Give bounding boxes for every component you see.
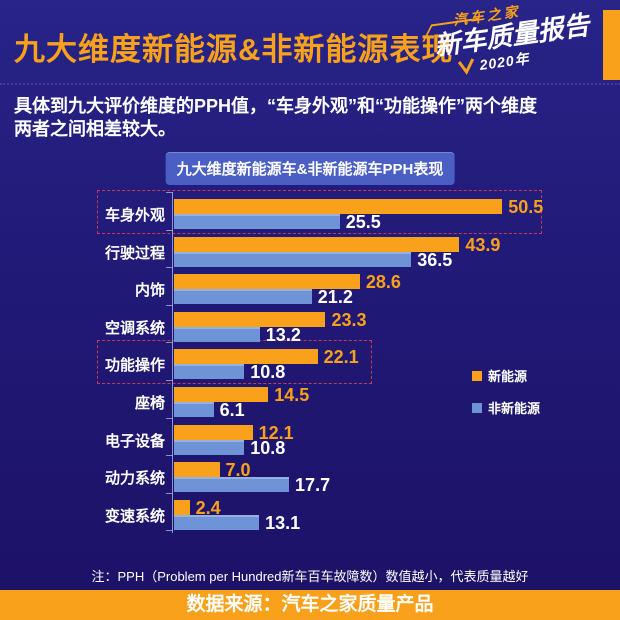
legend-label: 非新能源 [488, 401, 541, 416]
intro-text: 具体到九大评价维度的PPH值，“车身外观”和“功能操作”两个维度 两者之间相差较大… [14, 95, 610, 141]
bar-新能源: 23.3 [174, 310, 366, 330]
page-title: 九大维度新能源&非新能源表现 [14, 32, 454, 67]
bar-value: 28.6 [365, 272, 401, 293]
bar-value: 25.5 [345, 212, 381, 232]
chart-note: 注：PPH（Problem per Hundred新车百车故障数）数值越小，代表… [91, 569, 529, 584]
chart-row-9: 变速系统 2.4 13.1 [0, 495, 620, 533]
bar-value: 6.1 [219, 400, 245, 420]
chart-row-5: 功能操作 22.1 10.8 [0, 344, 620, 382]
category-label: 行驶过程 [104, 244, 165, 262]
intro-line1: 具体到九大评价维度的PPH值，“车身外观”和“功能操作”两个维度 [14, 96, 538, 116]
category-label: 动力系统 [104, 470, 165, 488]
bar-新能源: 7.0 [174, 460, 251, 480]
bar-value: 36.5 [417, 249, 453, 270]
bar-value: 2.4 [195, 497, 221, 518]
bar-新能源: 22.1 [174, 347, 359, 367]
bar-非新能源: 10.8 [174, 438, 285, 458]
chart-row-3: 内饰 28.6 21.2 [0, 269, 620, 307]
bar-非新能源: 13.2 [174, 325, 301, 345]
chart-row-8: 动力系统 7.0 17.7 [0, 457, 620, 495]
bar-value: 43.9 [465, 234, 501, 255]
bar-非新能源: 6.1 [174, 400, 245, 420]
bar-非新能源: 21.2 [174, 287, 353, 307]
logo-year-text: 2020年 [478, 50, 531, 74]
chart-row-7: 电子设备 12.1 10.8 [0, 420, 620, 458]
bar-新能源: 12.1 [174, 423, 294, 443]
intro-line2: 两者之间相差较大。 [14, 119, 176, 139]
bar-value: 12.1 [258, 422, 294, 443]
footer-source: 数据来源：汽车之家质量产品 [0, 590, 620, 620]
bar-value: 50.5 [508, 197, 544, 217]
check-icon [457, 58, 475, 75]
category-label: 内饰 [134, 282, 165, 300]
bar-新能源: 43.9 [174, 235, 500, 255]
chart-row-4: 空调系统 23.3 13.2 [0, 307, 620, 345]
legend-swatch [472, 402, 482, 413]
axis-tick [166, 229, 173, 231]
bar-value: 23.3 [331, 309, 367, 330]
bar-新能源: 50.5 [174, 197, 543, 217]
chart-row-1: 车身外观 50.5 25.5 [0, 194, 620, 232]
bar-value: 21.2 [317, 287, 353, 308]
bar-新能源: 14.5 [174, 385, 309, 405]
axis-tick [166, 304, 173, 306]
bar-非新能源: 25.5 [174, 212, 381, 232]
bar-value: 14.5 [274, 385, 310, 405]
legend-label: 新能源 [488, 369, 528, 384]
axis-tick [166, 492, 173, 494]
axis-tick [166, 380, 173, 381]
category-label: 电子设备 [104, 432, 165, 450]
axis-tick [166, 530, 173, 532]
y-axis-line [172, 192, 173, 533]
bar-新能源: 28.6 [174, 272, 401, 292]
category-label: 车身外观 [104, 207, 165, 224]
autohome-logo: 汽车之家 新车质量报告 2020年 [422, 0, 612, 79]
bar-非新能源: 10.8 [174, 362, 285, 382]
axis-tick [166, 455, 173, 457]
bar-非新能源: 17.7 [174, 475, 330, 495]
orange-edge-stripe [603, 10, 620, 80]
legend-item-新能源: 新能源 [472, 366, 540, 385]
legend-swatch [472, 370, 482, 381]
bar-value: 13.1 [265, 512, 301, 533]
chart-title-badge: 九大维度新能源车&非新能源车PPH表现 [165, 152, 455, 185]
axis-tick [166, 267, 173, 269]
bar-非新能源: 36.5 [174, 250, 452, 270]
dotted-separator [0, 83, 620, 85]
bar-value: 7.0 [225, 460, 251, 481]
bar-新能源: 2.4 [174, 498, 221, 518]
category-label: 变速系统 [104, 507, 165, 525]
chart-row-6: 座椅 14.5 6.1 [0, 382, 620, 420]
category-label: 功能操作 [104, 357, 165, 375]
pph-bar-chart: 车身外观 50.5 25.5 行驶过程 43.9 36.5 内饰 28.6 21.2 空调系统 23… [0, 189, 620, 540]
axis-tick [166, 342, 173, 344]
category-label: 空调系统 [104, 319, 165, 337]
chart-row-2: 行驶过程 43.9 36.5 [0, 232, 620, 270]
bar-非新能源: 13.1 [174, 513, 300, 533]
bar-value: 17.7 [295, 475, 331, 496]
legend-item-非新能源: 非新能源 [472, 398, 540, 417]
bar-value: 10.8 [250, 437, 286, 458]
bar-value: 13.2 [265, 324, 301, 345]
bar-value: 10.8 [250, 362, 286, 383]
highlight-box-1 [97, 189, 543, 234]
axis-tick [166, 192, 173, 193]
axis-tick [166, 417, 173, 419]
chart-legend: 新能源 非新能源 [472, 366, 540, 430]
bar-value: 22.1 [323, 347, 359, 368]
category-label: 座椅 [134, 395, 165, 412]
